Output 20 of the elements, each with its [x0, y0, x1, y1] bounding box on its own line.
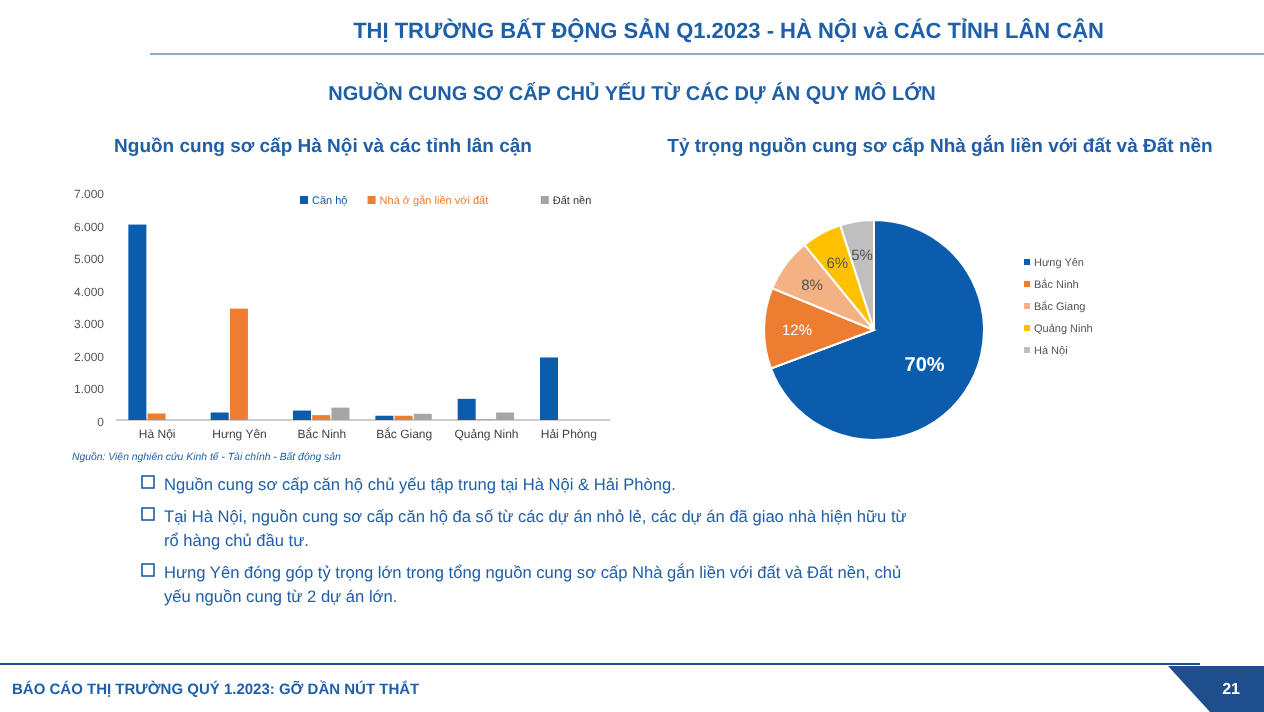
bar — [210, 412, 229, 420]
text: THỊ TRƯỜNG BẤT ĐỘNG SẢN Q1.2023 - HÀ NỘI và CÁC TỈNH LÂN CẬN — [353, 18, 1105, 44]
bar — [293, 410, 312, 420]
bar — [128, 224, 147, 420]
bar — [540, 357, 559, 420]
text: 21 — [1222, 680, 1242, 698]
text: NGUỒN CUNG SƠ CẤP CHỦ YẾU TỪ CÁC DỰ ÁN QUY MÔ LỚN — [328, 82, 936, 106]
text: Tại Hà Nội, nguồn cung sơ cấp căn hộ đa số từ các dự án nhỏ lẻ, các dự án đã giao nhà hiện hữu từ rổ hàng chủ đầu tư. — [164, 506, 908, 550]
bar — [229, 308, 248, 420]
bar — [331, 407, 350, 420]
text: Nguồn cung sơ cấp căn hộ chủ yếu tập trung tại Hà Nội & Hải Phòng. — [164, 474, 676, 494]
data-label: 70% — [904, 355, 945, 378]
chart-title: Tỷ trọng nguồn cung sơ cấp Nhà gắn liền với đất và Đất nền — [667, 134, 1214, 158]
bar — [496, 412, 515, 420]
bar — [147, 413, 166, 420]
text: Hưng Yên đóng góp tỷ trọng lớn trong tổng nguồn cung sơ cấp Nhà gắn liền với đất và Đất nền, chủ yếu nguồn cung từ 2 dự án lớn. — [164, 562, 902, 606]
bar — [457, 398, 476, 420]
chart-title: Nguồn cung sơ cấp Hà Nội và các tỉnh lân cận — [114, 136, 533, 158]
bar — [413, 413, 432, 420]
pie-slice — [769, 219, 985, 441]
